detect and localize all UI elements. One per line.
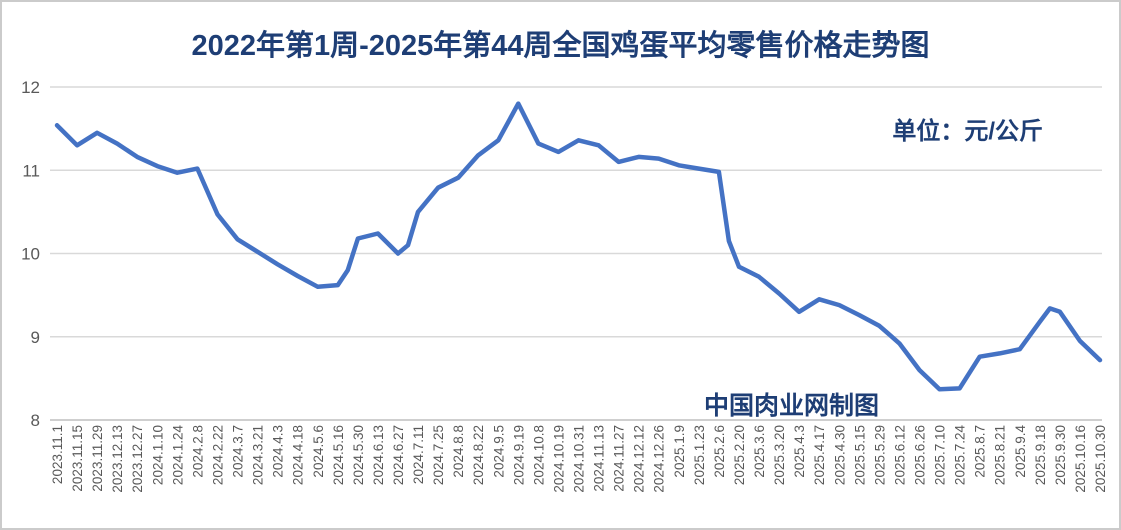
- x-tick-label: 2023.11.1: [50, 425, 65, 484]
- x-tick-label: 2024.2.22: [210, 425, 225, 485]
- x-tick-label: 2024.2.8: [190, 425, 205, 478]
- x-tick-label: 2025.9.4: [1013, 425, 1028, 478]
- x-tick-label: 2024.12.26: [652, 425, 667, 493]
- x-tick-label: 2025.9.18: [1033, 425, 1048, 485]
- x-tick-label: 2024.6.13: [371, 425, 386, 485]
- x-tick-label: 2024.10.8: [531, 425, 546, 485]
- x-tick-label: 2025.6.26: [912, 425, 927, 485]
- x-tick-label: 2023.11.15: [70, 425, 85, 492]
- x-tick-label: 2025.7.24: [953, 425, 968, 486]
- x-tick-label: 2025.5.29: [872, 425, 887, 485]
- x-tick-label: 2024.5.30: [351, 425, 366, 485]
- x-tick-label: 2025.5.15: [852, 425, 867, 485]
- x-tick-label: 2024.4.3: [271, 425, 286, 478]
- x-tick-label: 2025.3.6: [752, 425, 767, 478]
- x-tick-label: 2023.12.27: [130, 425, 145, 493]
- x-tick-label: 2025.4.17: [812, 425, 827, 485]
- x-tick-label: 2025.8.7: [973, 425, 988, 478]
- x-tick-label: 2024.7.11: [411, 425, 426, 484]
- x-tick-label: 2024.12.12: [632, 425, 647, 493]
- x-tick-label: 2024.1.24: [170, 425, 185, 486]
- x-tick-label: 2024.9.5: [491, 425, 506, 478]
- y-tick-label: 9: [31, 328, 40, 347]
- x-tick-label: 2025.9.30: [1053, 425, 1068, 485]
- x-tick-label: 2025.2.20: [732, 425, 747, 485]
- x-tick-label: 2024.5.16: [331, 425, 346, 485]
- x-tick-label: 2024.9.19: [511, 425, 526, 485]
- y-tick-label: 10: [21, 245, 40, 264]
- x-tick-label: 2024.11.27: [612, 425, 627, 492]
- x-tick-label: 2025.2.6: [712, 425, 727, 478]
- x-tick-label: 2024.8.22: [471, 425, 486, 485]
- x-tick-label: 2024.11.13: [592, 425, 607, 492]
- x-tick-label: 2024.3.21: [251, 425, 266, 485]
- x-tick-label: 2025.10.16: [1073, 425, 1088, 493]
- x-tick-label: 2025.8.21: [993, 425, 1008, 485]
- x-tick-label: 2024.4.18: [291, 425, 306, 485]
- x-tick-label: 2024.3.7: [231, 425, 246, 478]
- x-tick-label: 2025.3.20: [772, 425, 787, 485]
- x-tick-label: 2025.1.23: [692, 425, 707, 485]
- x-tick-label: 2024.8.8: [451, 425, 466, 478]
- y-tick-label: 8: [31, 411, 40, 430]
- x-tick-label: 2025.7.10: [933, 425, 948, 485]
- y-tick-label: 12: [21, 78, 40, 97]
- x-tick-label: 2025.10.30: [1093, 425, 1108, 493]
- x-tick-label: 2024.10.19: [551, 425, 566, 493]
- x-tick-label: 2025.4.3: [792, 425, 807, 478]
- x-tick-label: 2025.6.12: [892, 425, 907, 485]
- x-tick-label: 2025.1.9: [672, 425, 687, 478]
- x-tick-label: 2024.10.31: [572, 425, 587, 493]
- y-tick-label: 11: [22, 161, 40, 180]
- chart-title: 2022年第1周-2025年第44周全国鸡蛋平均零售价格走势图: [191, 30, 930, 62]
- x-tick-label: 2024.5.6: [311, 425, 326, 478]
- x-tick-label: 2024.1.10: [150, 425, 165, 485]
- unit-annotation: 单位：元/公斤: [892, 118, 1043, 145]
- watermark-annotation: 中国肉业网制图: [704, 392, 880, 420]
- x-tick-label: 2024.6.27: [391, 425, 406, 485]
- x-tick-label: 2024.7.25: [431, 425, 446, 485]
- x-tick-label: 2023.12.13: [110, 425, 125, 493]
- x-tick-label: 2025.4.30: [832, 425, 847, 485]
- x-tick-label: 2023.11.29: [90, 425, 105, 492]
- price-series-line: [54, 101, 1103, 392]
